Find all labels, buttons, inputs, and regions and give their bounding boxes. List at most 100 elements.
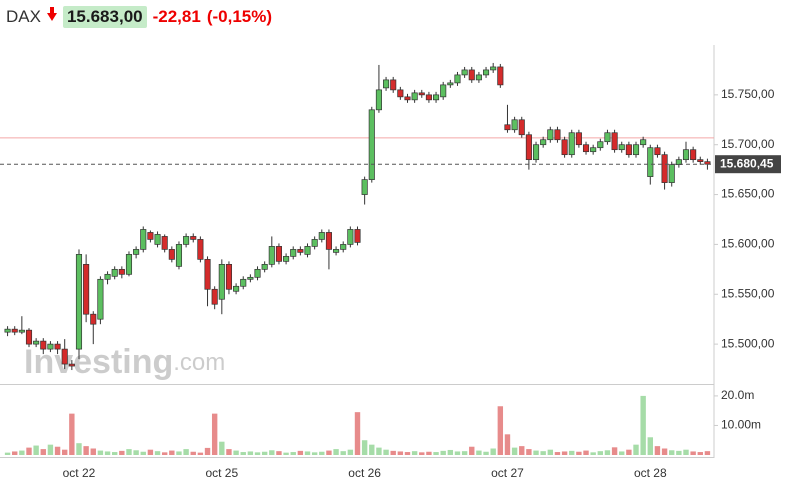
volume-bar — [547, 449, 554, 455]
volume-bar — [190, 451, 196, 455]
volume-bar — [369, 444, 375, 455]
volume-bar — [597, 451, 604, 455]
candle-body — [218, 264, 225, 300]
candle-body — [675, 159, 682, 165]
candle-body — [18, 329, 25, 333]
watermark-name: Investing — [24, 343, 173, 381]
candle-body — [83, 264, 90, 315]
volume-bar — [554, 452, 561, 455]
volume-bar — [47, 444, 54, 455]
volume-bar — [604, 450, 611, 455]
volume-bar — [433, 452, 439, 455]
candle-body — [90, 313, 97, 325]
volume-bar — [390, 450, 396, 455]
candle-body — [118, 268, 125, 275]
candle-body — [304, 246, 311, 255]
candle-body — [661, 154, 668, 183]
candle-body — [383, 79, 390, 89]
volume-bar — [654, 446, 661, 455]
candle-body — [190, 236, 197, 240]
volume-bar — [126, 449, 132, 455]
volume-bar — [183, 449, 189, 455]
volume-bar — [290, 452, 296, 455]
candle-body — [61, 348, 68, 365]
candle-body — [197, 239, 204, 260]
candle-body — [611, 132, 618, 151]
candle-body — [690, 149, 697, 161]
candle-body — [425, 94, 432, 101]
volume-bar — [176, 451, 182, 455]
volume-bar — [354, 412, 361, 455]
candle-body — [133, 249, 140, 255]
volume-bar — [376, 447, 382, 455]
candle-body — [368, 109, 375, 180]
volume-bar — [340, 451, 346, 455]
candle-body — [497, 66, 504, 86]
candle-body — [604, 132, 611, 143]
volume-bar — [140, 451, 146, 455]
volume-bar — [533, 450, 539, 455]
candle-body — [333, 249, 340, 253]
volume-bar — [276, 451, 282, 455]
candle-body — [447, 82, 454, 86]
volume-bar — [640, 395, 646, 455]
volume-bar — [469, 446, 475, 455]
candle-body — [575, 132, 582, 146]
candle-body — [325, 232, 332, 250]
candle-body — [411, 92, 418, 101]
candle-body — [440, 84, 447, 98]
volume-bar — [447, 449, 454, 455]
change-percent: (-0,15%) — [206, 7, 272, 26]
volume-bar — [111, 452, 118, 455]
volume-bar — [411, 451, 418, 455]
volume-bar — [669, 450, 675, 455]
volume-bar — [483, 451, 489, 455]
volume-bar — [204, 447, 211, 455]
volume-bar — [676, 450, 682, 455]
candle-body — [47, 343, 54, 350]
volume-bar — [611, 447, 618, 455]
candle-body — [318, 232, 325, 240]
candle-body — [97, 278, 104, 320]
candle-body — [75, 254, 83, 350]
candle-body — [461, 69, 468, 76]
candle-body — [25, 329, 33, 345]
volume-bar — [511, 447, 518, 455]
volume-bar — [154, 451, 161, 455]
y-tick-label: 15.700,00 — [721, 137, 775, 151]
candle-body — [433, 94, 440, 101]
candle-body — [654, 147, 661, 156]
candle-body — [161, 236, 168, 250]
candle-body — [33, 340, 40, 345]
last-price-label: 15.680,45 — [720, 156, 774, 170]
candle-body — [618, 144, 625, 151]
candle-body — [254, 268, 261, 278]
watermark-domain: .com — [173, 349, 225, 376]
volume-bar — [461, 451, 468, 455]
candle-body — [511, 119, 518, 131]
candle-body — [125, 254, 133, 275]
candle-body — [283, 256, 290, 262]
volume-bar — [240, 452, 246, 455]
volume-bar — [211, 413, 218, 455]
volume-bar — [147, 449, 154, 455]
candle-body — [697, 159, 704, 163]
candle-body — [518, 119, 525, 136]
volume-bar — [233, 450, 239, 455]
volume-bar — [561, 451, 568, 455]
volume-bar — [633, 444, 639, 455]
volume-bar — [97, 450, 104, 455]
candle-body — [375, 89, 382, 111]
candle-body — [640, 139, 647, 146]
candle-body — [311, 239, 318, 247]
volume-bar — [12, 451, 18, 455]
candle-body — [268, 246, 275, 265]
candle-body — [547, 129, 554, 141]
candle-body — [361, 179, 368, 195]
volume-bar — [326, 450, 332, 455]
candle-body — [104, 273, 111, 280]
volume-bar — [62, 449, 68, 455]
down-arrow — [46, 7, 57, 21]
candle-body — [183, 236, 190, 245]
